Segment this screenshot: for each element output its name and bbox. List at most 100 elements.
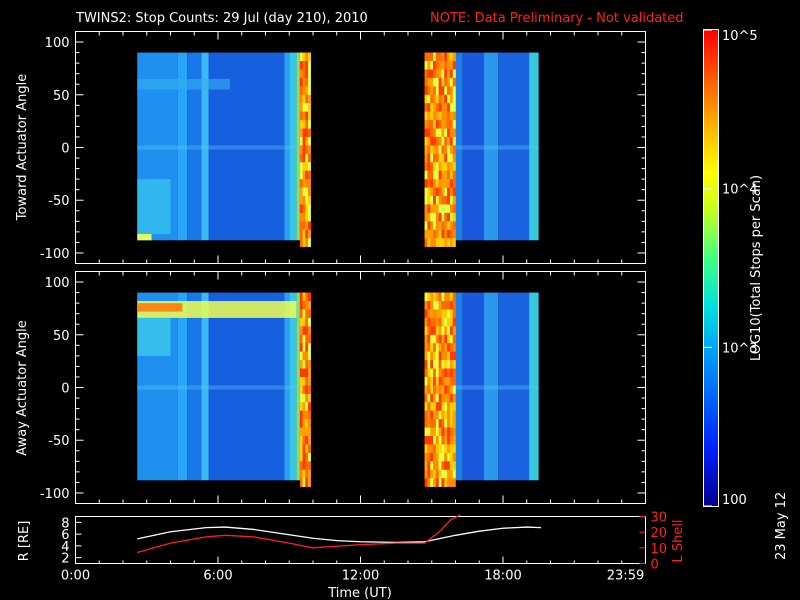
colorbar-tick-label: 100 bbox=[722, 493, 747, 508]
away-noise-cell bbox=[441, 469, 445, 479]
away-noise-cell bbox=[452, 444, 456, 454]
away-noise-cell bbox=[435, 419, 439, 428]
toward-noise-cell bbox=[435, 86, 439, 96]
away-noise-cell bbox=[447, 444, 451, 454]
toward-noise-cell bbox=[447, 111, 451, 121]
toward-ytick-label: 0 bbox=[61, 142, 69, 157]
away-noise-cell bbox=[302, 309, 306, 319]
toward-noise-cell bbox=[447, 196, 451, 205]
away-noise-cell bbox=[435, 317, 439, 327]
away-noise-cell bbox=[438, 326, 442, 336]
away-noise-cell bbox=[433, 385, 437, 395]
orbit-right-tick-label: 20 bbox=[651, 526, 668, 541]
away-noise-cell bbox=[444, 410, 448, 420]
toward-noise-cell bbox=[430, 145, 434, 155]
away-noise-cell bbox=[424, 292, 428, 302]
toward-noise-cell bbox=[444, 103, 448, 112]
away-noise-cell bbox=[444, 292, 448, 302]
away-noise-cell bbox=[307, 334, 311, 344]
toward-noise-cell bbox=[449, 221, 453, 231]
away-noise-cell bbox=[430, 427, 434, 437]
toward-noise-cell bbox=[452, 103, 456, 112]
away-noise-cell bbox=[302, 427, 306, 437]
x-axis-label: Time (UT) bbox=[327, 586, 392, 600]
away-noise-cell bbox=[307, 385, 311, 395]
away-noise-cell bbox=[449, 452, 453, 462]
away-noise-cell bbox=[424, 402, 428, 411]
away-noise-cell bbox=[307, 444, 311, 454]
toward-noise-cell bbox=[438, 86, 442, 96]
toward-noise-cell bbox=[449, 153, 453, 163]
toward-noise-cell bbox=[438, 153, 442, 163]
toward-noise-cell bbox=[433, 120, 437, 129]
toward-noise-cell bbox=[447, 145, 451, 155]
toward-noise-cell bbox=[435, 179, 439, 188]
away-noise-cell bbox=[307, 317, 311, 327]
toward-noise-cell bbox=[299, 69, 303, 79]
toward-noise-cell bbox=[435, 229, 439, 239]
toward-noise-cell bbox=[427, 69, 431, 79]
away-noise-cell bbox=[430, 419, 434, 428]
away-noise-cell bbox=[447, 385, 451, 395]
toward-noise-cell bbox=[430, 153, 434, 163]
toward-noise-cell bbox=[433, 212, 437, 222]
away-noise-cell bbox=[444, 326, 448, 336]
toward-noise-cell bbox=[433, 52, 437, 62]
away-noise-cell bbox=[433, 393, 437, 403]
toward-block2-stripe bbox=[484, 52, 499, 241]
orbit-xtick-label: 23:59 bbox=[607, 569, 644, 584]
toward-noise-cell bbox=[438, 179, 442, 188]
away-noise-cell bbox=[441, 317, 445, 327]
toward-noise-cell bbox=[441, 61, 445, 70]
away-noise-cell bbox=[433, 343, 437, 352]
away-noise-cell bbox=[438, 368, 442, 378]
away-noise-cell bbox=[447, 301, 451, 310]
toward-noise-cell bbox=[307, 145, 311, 155]
orbit-lshell-label: L Shell bbox=[671, 519, 686, 562]
away-noise-cell bbox=[447, 452, 451, 462]
away-noise-cell bbox=[427, 360, 431, 369]
toward-noise-cell bbox=[441, 128, 445, 138]
r-line bbox=[137, 526, 542, 544]
away-noise-cell bbox=[435, 351, 439, 361]
toward-noise-cell bbox=[438, 221, 442, 231]
away-noise-cell bbox=[430, 452, 434, 462]
away-noise-cell bbox=[430, 393, 434, 403]
toward-noise-cell bbox=[449, 52, 453, 62]
away-noise-cell bbox=[305, 393, 309, 403]
toward-noise-cell bbox=[441, 86, 445, 96]
toward-block1-stripe bbox=[296, 52, 300, 241]
toward-noise-cell bbox=[307, 120, 311, 129]
toward-noise-cell bbox=[435, 120, 439, 129]
toward-noise-cell bbox=[430, 77, 434, 87]
toward-noise-cell bbox=[435, 136, 439, 146]
away-noise-cell bbox=[424, 309, 428, 319]
toward-noise-cell bbox=[452, 86, 456, 96]
away-noise-cell bbox=[430, 461, 434, 471]
toward-noise-cell bbox=[430, 221, 434, 231]
toward-noise-cell bbox=[299, 128, 303, 138]
away-noise-cell bbox=[435, 444, 439, 454]
away-ytick-label: 50 bbox=[53, 329, 70, 344]
toward-noise-cell bbox=[441, 136, 445, 146]
toward-noise-cell bbox=[433, 204, 437, 214]
toward-noise-cell bbox=[433, 221, 437, 231]
toward-noise-cell bbox=[430, 86, 434, 96]
toward-noise-cell bbox=[424, 69, 428, 79]
away-noise-cell bbox=[452, 326, 456, 336]
toward-ytick-label: 100 bbox=[45, 36, 70, 51]
away-noise-cell bbox=[299, 343, 303, 352]
away-noise-cell bbox=[302, 402, 306, 411]
orbit-ytick-label: 2 bbox=[61, 552, 69, 567]
away-noise-cell bbox=[430, 317, 434, 327]
toward-noise-cell bbox=[435, 170, 439, 180]
away-noise-cell bbox=[452, 393, 456, 403]
toward-ytick-label: -100 bbox=[40, 247, 70, 262]
away-zero-band-2 bbox=[455, 385, 539, 390]
toward-noise-cell bbox=[441, 145, 445, 155]
toward-noise-cell bbox=[302, 196, 306, 205]
toward-noise-cell bbox=[441, 221, 445, 231]
toward-noise-cell bbox=[447, 86, 451, 96]
colorbar-tick-label: 10^5 bbox=[722, 29, 758, 44]
